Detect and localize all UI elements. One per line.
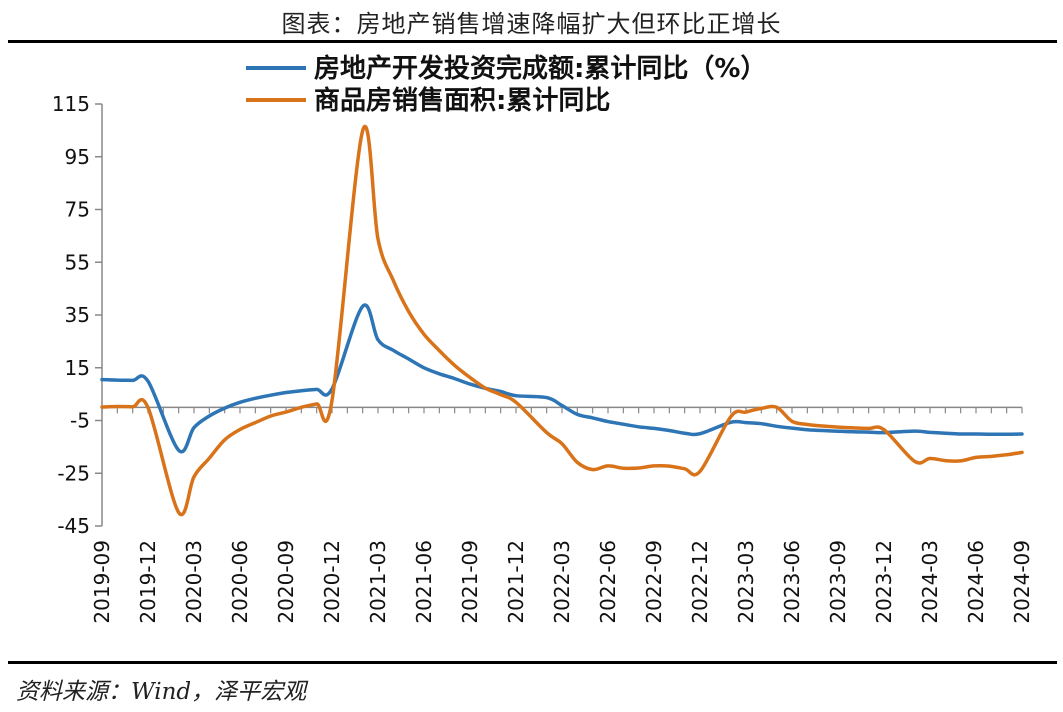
chart-title: 图表：房地产销售增速降幅扩大但环比正增长	[281, 10, 782, 38]
series-lines	[100, 124, 1024, 517]
y-tick-label: -25	[57, 461, 90, 485]
x-tick-label: 2024-09	[1010, 540, 1034, 624]
y-tick-label: 75	[65, 198, 90, 222]
x-tick-label: 2021-03	[366, 540, 390, 624]
legend: 房地产开发投资完成额:累计同比（%）商品房销售面积:累计同比	[246, 53, 766, 116]
y-tick-label: 95	[65, 145, 90, 169]
legend-label-1: 房地产开发投资完成额:累计同比（%）	[314, 53, 766, 84]
x-tick-label: 2020-03	[182, 540, 206, 624]
y-tick-label: 55	[65, 250, 90, 274]
x-tick-label: 2020-12	[320, 540, 344, 624]
x-tick-label: 2024-03	[918, 540, 942, 624]
x-tick-label: 2021-06	[412, 540, 436, 624]
x-tick-label: 2023-09	[826, 540, 850, 624]
x-tick-label: 2022-06	[596, 540, 620, 624]
x-tick-label: 2023-12	[872, 540, 896, 624]
x-tick-label: 2020-09	[274, 540, 298, 624]
x-tick-label: 2022-03	[550, 540, 574, 624]
x-tick-label: 2023-06	[780, 540, 804, 624]
x-tick-label: 2019-12	[136, 540, 160, 624]
series-line-2	[100, 124, 1024, 517]
x-tick-label: 2022-09	[642, 540, 666, 624]
series-line-1	[100, 303, 1024, 454]
y-tick-label: 115	[52, 92, 90, 116]
x-tick-label: 2024-06	[964, 540, 988, 624]
x-tick-label: 2019-09	[90, 540, 114, 624]
y-tick-label: -5	[70, 409, 90, 433]
x-tick-label: 2021-09	[458, 540, 482, 624]
y-tick-label: 15	[65, 356, 90, 380]
source-note: 资料来源：Wind，泽平宏观	[16, 679, 307, 705]
y-tick-label: 35	[65, 303, 90, 327]
top-rule	[8, 40, 1057, 43]
x-tick-label: 2020-06	[228, 540, 252, 624]
bottom-rule	[8, 661, 1057, 664]
x-tick-label: 2023-03	[734, 540, 758, 624]
x-tick-label: 2021-12	[504, 540, 528, 624]
legend-label-2: 商品房销售面积:累计同比	[314, 85, 610, 116]
y-tick-label: -45	[57, 514, 90, 538]
x-tick-label: 2022-12	[688, 540, 712, 624]
